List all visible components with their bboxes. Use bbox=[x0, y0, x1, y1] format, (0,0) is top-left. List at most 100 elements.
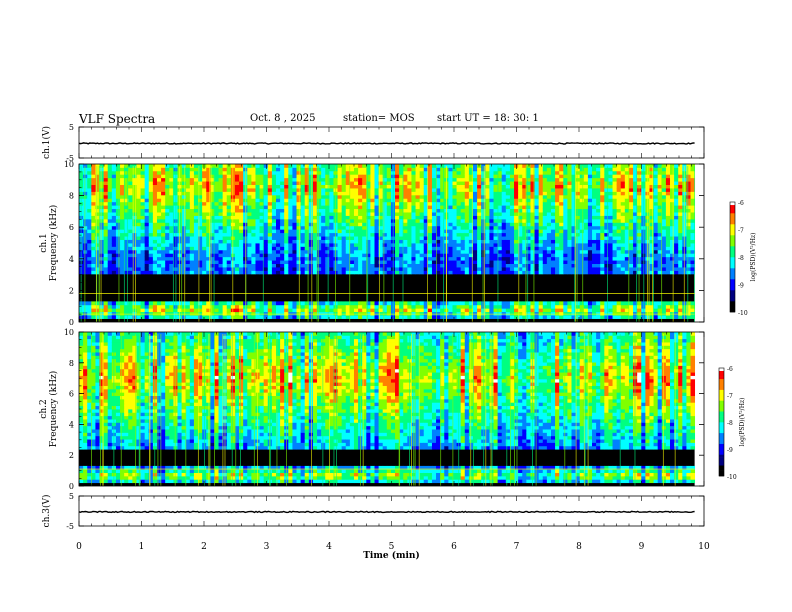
ch1-spectrogram-cell bbox=[271, 249, 277, 254]
ch1-spectrogram-cell bbox=[407, 311, 412, 316]
ch1-spectrogram-cell bbox=[583, 194, 589, 199]
ch1-spectrogram-cell bbox=[501, 304, 507, 309]
ch1-spectrogram-cell bbox=[415, 243, 421, 247]
ch1-spectrogram-cell bbox=[284, 301, 289, 306]
ch1-spectrogram-cell bbox=[349, 167, 355, 172]
ch1-spectrogram-cell bbox=[538, 239, 544, 244]
ch1-spectrogram-cell bbox=[616, 239, 622, 244]
ch1-spectrogram-cell bbox=[267, 315, 273, 319]
ch1-spectrogram-cell bbox=[292, 253, 297, 258]
ch1-spectrogram-cell bbox=[575, 177, 581, 182]
ch1-spectrogram-cell bbox=[247, 263, 252, 268]
ch1-spectrogram-cell bbox=[600, 222, 605, 227]
ch1-spectrogram-cell bbox=[144, 164, 150, 168]
ch1-spectrogram-cell bbox=[111, 246, 117, 251]
ch1-spectrogram-cell bbox=[378, 205, 384, 210]
ch1-spectrogram-cell bbox=[596, 315, 601, 319]
ch1-spectrogram-cell bbox=[550, 167, 556, 172]
ch1-spectrogram-cell bbox=[95, 201, 100, 206]
ch1-spectrogram-cell bbox=[563, 215, 568, 220]
ch1-spectrogram-cell bbox=[403, 304, 408, 309]
ch1-spectrogram-cell bbox=[374, 308, 379, 313]
ch1-spectrogram-cell bbox=[403, 267, 408, 271]
ch1-spectrogram-cell bbox=[407, 260, 412, 264]
ch1-spectrogram-cell bbox=[214, 263, 219, 268]
ch1-spectrogram-cell bbox=[189, 177, 195, 182]
ch1-spectrogram-cell bbox=[128, 315, 133, 319]
ch1-spectrogram-cell bbox=[366, 198, 371, 203]
ch1-spectrogram-cell bbox=[526, 249, 531, 254]
ch1-spectrogram-cell bbox=[148, 198, 154, 203]
ch1-spectrogram-cell bbox=[497, 225, 503, 230]
ch1-spectrogram-cell bbox=[489, 263, 494, 268]
ch1-spectrogram-cell bbox=[538, 311, 544, 316]
ch1-spectrogram-cell bbox=[99, 249, 105, 254]
ch1-spectrogram-cell bbox=[349, 184, 355, 189]
ch1-spectrogram-cell bbox=[95, 246, 100, 251]
ch1-spectrogram-cell bbox=[83, 256, 88, 261]
ch1-spectrogram-cell bbox=[222, 315, 228, 319]
ch1-spectrogram-cell bbox=[337, 260, 343, 264]
ch1-spectrogram-cell bbox=[247, 191, 252, 196]
ch1-spectrogram-cell bbox=[514, 177, 519, 182]
ch1-spectrogram-cell bbox=[144, 243, 150, 247]
ch1-spectrogram-cell bbox=[596, 201, 601, 206]
ch1-spectrogram-cell bbox=[485, 198, 490, 203]
ch1-spectrogram-cell bbox=[460, 260, 466, 264]
ch1-spectrogram-cell bbox=[399, 222, 404, 227]
ch1-spectrogram-cell bbox=[395, 301, 400, 306]
ch1-spectrogram-cell bbox=[239, 170, 244, 175]
ch1-spectrogram-cell bbox=[251, 232, 256, 237]
ch1-spectrogram-cell bbox=[468, 311, 474, 316]
ch1-spectrogram-cell bbox=[144, 236, 150, 240]
ch1-spectrogram-cell bbox=[304, 201, 310, 206]
ch1-spectrogram-cell bbox=[321, 236, 326, 240]
ch1-spectrogram-cell bbox=[87, 212, 92, 216]
ch1-spectrogram-cell bbox=[218, 315, 224, 319]
ch1-spectrogram-cell bbox=[349, 253, 355, 258]
ch1-spectrogram-cell bbox=[378, 315, 384, 319]
ch1-spectrogram-cell bbox=[161, 188, 166, 192]
ch1-spectrogram-cell bbox=[571, 301, 576, 306]
ch1-spectrogram-cell bbox=[276, 253, 281, 258]
ch1-spectrogram-cell bbox=[296, 243, 302, 247]
ch1-spectrogram-cell bbox=[206, 181, 211, 185]
ch1-spectrogram-cell bbox=[522, 194, 527, 199]
ch1-spectrogram-cell bbox=[120, 249, 125, 254]
ch1-spectrogram-cell bbox=[120, 239, 125, 244]
ch1-spectrogram-cell bbox=[592, 201, 597, 206]
ch1-spectrogram-cell bbox=[481, 205, 486, 210]
ch1-spectrogram-cell bbox=[251, 308, 256, 313]
ch1-spectrogram-cell bbox=[612, 212, 618, 216]
ch1-spectrogram-cell bbox=[468, 198, 474, 203]
ch1-spectrogram-cell bbox=[234, 229, 240, 234]
ch1-spectrogram-cell bbox=[202, 205, 207, 210]
ch1-spectrogram-cell bbox=[83, 191, 88, 196]
ch1-spectrogram-cell bbox=[583, 249, 589, 254]
ch1-spectrogram-cell bbox=[349, 188, 355, 192]
ch1-spectrogram-cell bbox=[407, 263, 412, 268]
ch1-spectrogram-cell bbox=[481, 212, 486, 216]
ch1-spectrogram-cell bbox=[468, 177, 474, 182]
ch1-spectrogram-cell bbox=[415, 304, 421, 309]
ch1-spectrogram-cell bbox=[185, 181, 191, 185]
ch1-spectrogram-cell bbox=[111, 311, 117, 316]
ch1-spectrogram-cell bbox=[612, 246, 618, 251]
ch1-spectrogram-cell bbox=[505, 308, 511, 313]
ch1-spectrogram-cell bbox=[99, 229, 105, 234]
ch1-spectrogram-cell bbox=[358, 201, 363, 206]
ch1-spectrogram-cell bbox=[452, 249, 457, 254]
ch1-spectrogram-cell bbox=[255, 249, 260, 254]
ch1-spectrogram-cell bbox=[411, 267, 416, 271]
ch1-spectrogram-cell bbox=[202, 301, 207, 306]
ch1-spectrogram-cell bbox=[308, 201, 314, 206]
ch1-spectrogram-cell bbox=[448, 205, 453, 210]
ch1-spectrogram-cell bbox=[546, 222, 552, 227]
ch1-spectrogram-cell bbox=[136, 263, 141, 268]
ch1-spectrogram-cell bbox=[87, 215, 92, 220]
ch1-spectrogram-cell bbox=[185, 253, 191, 258]
ch1-spectrogram-cell bbox=[267, 260, 273, 264]
ch1-spectrogram-cell bbox=[140, 225, 146, 230]
ch1-spectrogram-cell bbox=[95, 308, 100, 313]
ch1-spectrogram-cell bbox=[304, 229, 310, 234]
